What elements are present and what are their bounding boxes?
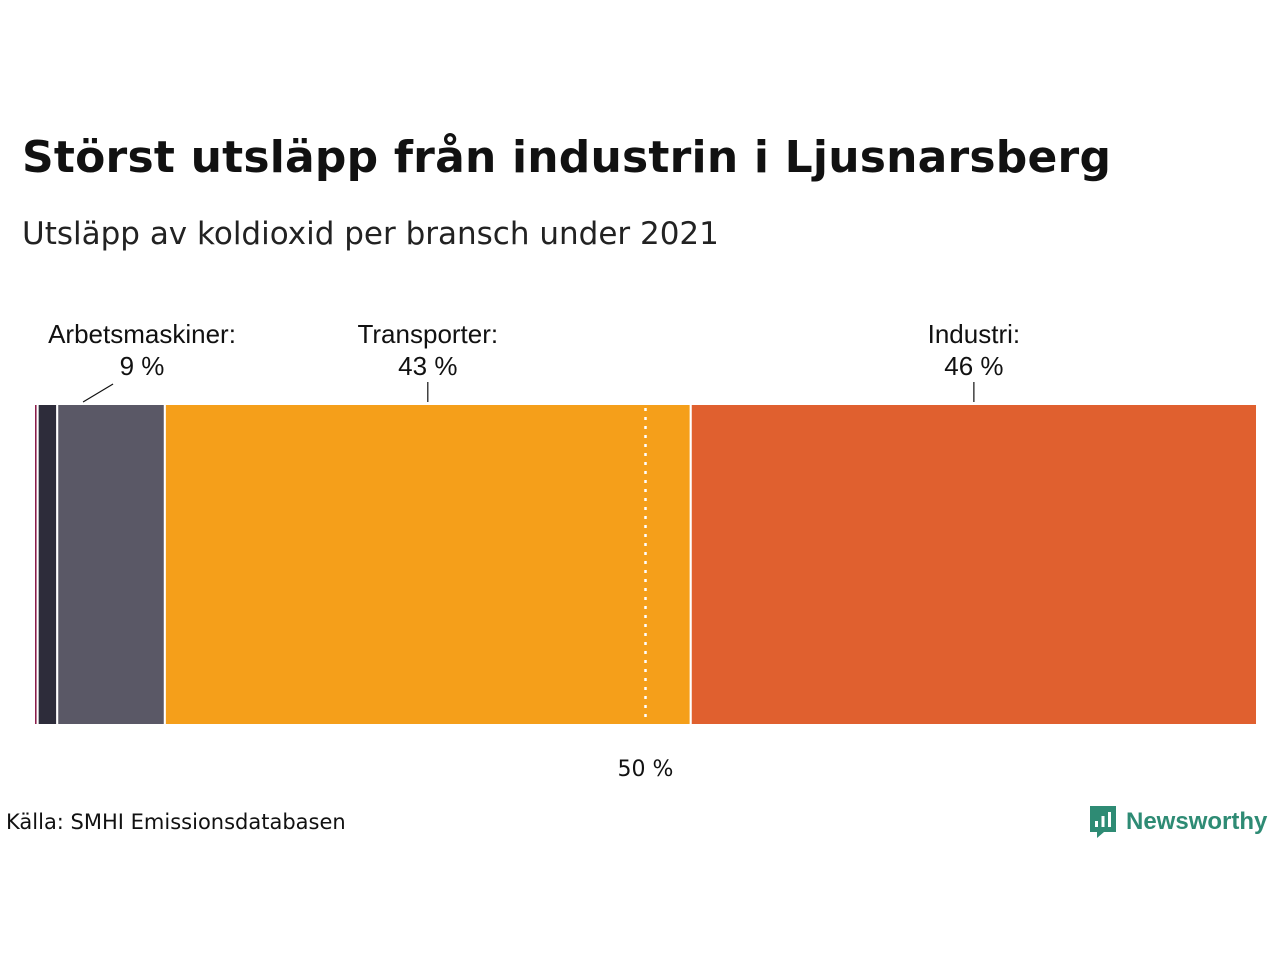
brand-name: Newsworthy [1126,808,1268,835]
segments-layer [33,403,1258,726]
labels-layer: Arbetsmaskiner:9 % Transporter:43 % Indust… [48,319,1021,403]
reference-line-label: 50 % [618,757,674,782]
bar-segment-1 [36,403,59,726]
chart-subtitle: Utsläpp av koldioxid per bransch under 2… [22,216,719,252]
segment-label-4: Industri: [928,319,1021,349]
segment-leader-line-2 [82,383,114,403]
source-note: Källa: SMHI Emissionsdatabasen [6,810,346,834]
brand-logo: Newsworthy [1088,804,1267,840]
newsworthy-logo-icon [1090,806,1116,838]
bar-segment-3 [163,403,692,726]
segment-value-label-4: 46 % [944,351,1003,381]
segment-value-label-2: 9 % [120,351,165,381]
bar-segment-2 [56,403,166,726]
segment-label-2: Arbetsmaskiner: [48,319,236,349]
bar-segment-4 [689,403,1258,726]
segment-value-label-3: 43 % [398,351,457,381]
chart-title: Störst utsläpp från industrin i Ljusnars… [22,132,1112,183]
stacked-bar-chart: Arbetsmaskiner:9 % Transporter:43 % Indust… [33,319,1258,782]
segment-label-3: Transporter: [357,319,498,349]
